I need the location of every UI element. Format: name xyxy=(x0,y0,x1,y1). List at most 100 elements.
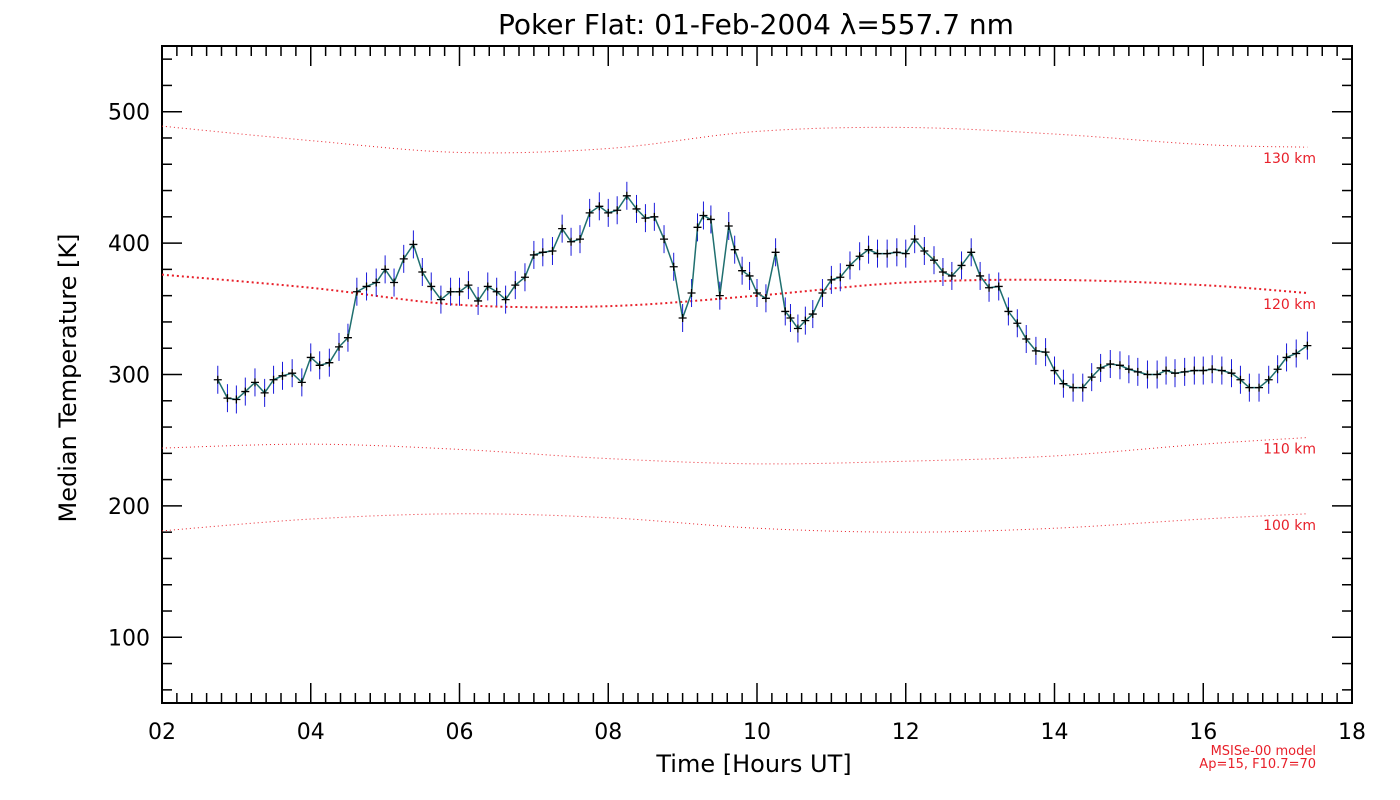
data-point xyxy=(520,273,529,282)
data-point xyxy=(595,202,604,211)
model-annotation-line1: MSISe-00 model xyxy=(1211,744,1316,759)
chart-title: Poker Flat: 01-Feb-2004 λ=557.7 nm xyxy=(498,8,1014,41)
data-point xyxy=(325,358,334,367)
data-point xyxy=(855,252,864,261)
data-point xyxy=(1208,365,1217,374)
data-point xyxy=(241,387,250,396)
data-point xyxy=(1106,359,1115,368)
data-point xyxy=(693,223,702,232)
data-point xyxy=(390,278,399,287)
data-point xyxy=(650,212,659,221)
data-point xyxy=(873,249,882,258)
data-point xyxy=(306,353,315,362)
data-point xyxy=(1190,366,1199,375)
data-point xyxy=(724,222,733,231)
x-tick-label: 02 xyxy=(148,720,176,745)
data-point xyxy=(399,254,408,263)
data-point xyxy=(1303,341,1312,350)
observed-line xyxy=(217,194,1308,401)
data-point xyxy=(511,281,520,290)
data-point xyxy=(427,282,436,291)
data-point xyxy=(343,333,352,342)
data-point xyxy=(1050,366,1059,375)
data-point xyxy=(362,282,371,291)
y-tick-label: 100 xyxy=(108,626,150,651)
y-axis: 100 200 300 400 500 xyxy=(108,58,1352,691)
data-point xyxy=(464,281,473,290)
data-point xyxy=(1031,346,1040,355)
data-point xyxy=(1078,383,1087,392)
data-point xyxy=(1264,375,1273,384)
data-point xyxy=(492,287,501,296)
data-point xyxy=(1059,379,1068,388)
data-point xyxy=(781,307,790,316)
data-point xyxy=(278,371,287,380)
data-point xyxy=(1236,375,1245,384)
data-point xyxy=(845,261,854,270)
model-curve-label: 100 km xyxy=(1263,518,1316,534)
y-tick-label: 500 xyxy=(108,101,150,126)
data-point xyxy=(1013,319,1022,328)
data-point xyxy=(910,235,919,244)
data-point xyxy=(947,271,956,280)
data-point xyxy=(1087,373,1096,382)
model-curves: 130 km 120 km 110 km 100 km xyxy=(161,125,1316,534)
data-point xyxy=(250,378,259,387)
y-tick-label: 200 xyxy=(108,495,150,520)
model-curve-label: 110 km xyxy=(1263,442,1316,458)
data-point xyxy=(957,261,966,270)
data-point xyxy=(836,273,845,282)
data-point xyxy=(501,295,510,304)
data-point xyxy=(418,268,427,277)
data-point xyxy=(818,289,827,298)
data-point xyxy=(558,224,567,233)
data-point xyxy=(335,342,344,351)
x-axis-label: Time [Hours UT] xyxy=(655,750,851,778)
model-curve-110-km xyxy=(161,437,1308,465)
observed-series xyxy=(213,181,1312,414)
data-point xyxy=(699,211,708,220)
data-point xyxy=(771,248,780,257)
data-point xyxy=(793,324,802,333)
data-point xyxy=(1143,370,1152,379)
data-point xyxy=(1273,365,1282,374)
data-point xyxy=(994,282,1003,291)
data-point xyxy=(827,275,836,284)
data-point xyxy=(632,204,641,213)
data-point xyxy=(669,262,678,271)
data-point xyxy=(1041,348,1050,357)
data-point xyxy=(223,394,232,403)
data-point xyxy=(372,278,381,287)
data-point xyxy=(1245,383,1254,392)
model-curve-100-km xyxy=(161,513,1308,533)
data-point xyxy=(1170,369,1179,378)
data-point xyxy=(1180,367,1189,376)
data-point xyxy=(730,245,739,254)
data-point xyxy=(288,369,297,378)
y-tick-label: 300 xyxy=(108,364,150,389)
data-point xyxy=(567,237,576,246)
data-point xyxy=(1004,307,1013,316)
data-point xyxy=(1162,366,1171,375)
data-point xyxy=(641,214,650,223)
data-point xyxy=(901,249,910,258)
data-point xyxy=(269,375,278,384)
x-tick-label: 10 xyxy=(743,720,771,745)
data-point xyxy=(706,215,715,224)
data-point xyxy=(1282,353,1291,362)
data-point xyxy=(938,268,947,277)
data-point xyxy=(1255,383,1264,392)
data-point xyxy=(985,283,994,292)
data-point xyxy=(1124,365,1133,374)
x-tick-label: 16 xyxy=(1189,720,1217,745)
data-point xyxy=(864,245,873,254)
data-point xyxy=(538,248,547,257)
data-point xyxy=(660,235,669,244)
data-point xyxy=(297,378,306,387)
x-tick-label: 04 xyxy=(297,720,325,745)
data-point xyxy=(529,250,538,259)
data-point xyxy=(613,206,622,215)
data-point xyxy=(738,266,747,275)
x-tick-label: 18 xyxy=(1338,720,1366,745)
data-point xyxy=(678,313,687,322)
